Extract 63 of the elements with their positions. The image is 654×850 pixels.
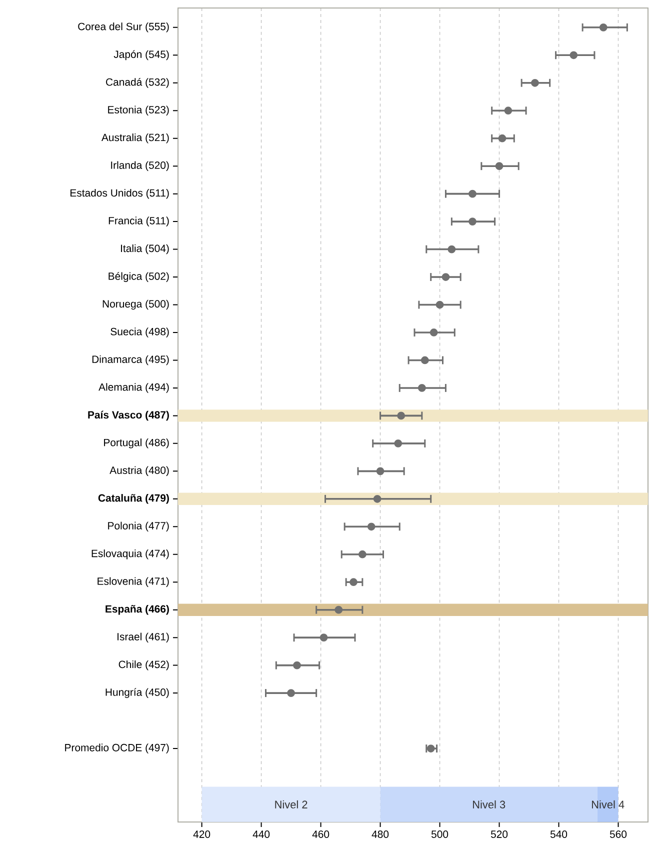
x-tick-label: 540 (550, 830, 568, 838)
point (287, 689, 295, 697)
y-tick-label: Irlanda (520) (111, 161, 169, 171)
point (397, 412, 406, 420)
band-label: Nivel 2 (275, 800, 308, 808)
point (373, 494, 382, 503)
y-tick-label: País Vasco (487) (88, 410, 169, 421)
band-label: Nivel 3 (473, 800, 506, 808)
point (334, 606, 343, 614)
y-tick-label: Francia (511) (108, 216, 169, 226)
point (599, 23, 608, 32)
y-tick-label: Chile (452) (118, 660, 169, 670)
point (448, 245, 456, 254)
y-tick-label: Estados Unidos (511) (70, 188, 169, 199)
y-tick-label: Alemania (494) (98, 383, 169, 393)
point (320, 634, 328, 642)
y-tick-label: Israel (461) (118, 632, 169, 642)
y-tick-label: Hungría (450) (106, 688, 169, 698)
y-tick-label: Corea del Sur (555) (78, 22, 169, 32)
y-tick-label: Australia (521) (101, 133, 169, 144)
y-tick-label: Dinamarca (495) (92, 355, 169, 366)
point (504, 106, 512, 115)
y-tick-label: Japón (545) (114, 50, 169, 60)
y-tick-label: Cataluña (479) (98, 494, 169, 504)
band-label: Nivel 4 (592, 800, 624, 808)
point (350, 578, 358, 586)
y-tick-label: Suecia (498) (110, 328, 169, 338)
y-tick-label: Noruega (500) (102, 300, 169, 310)
point (442, 273, 450, 281)
y-tick-label: Polonia (477) (108, 522, 169, 532)
point (367, 522, 376, 531)
y-tick-label: Portugal (486) (104, 438, 169, 448)
y-tick-label: Austria (480) (110, 466, 169, 476)
y-tick-label: Eslovenia (471) (98, 577, 169, 587)
point (394, 439, 402, 448)
y-tick-label: Bélgica (502) (108, 272, 169, 282)
x-tick-label: 520 (490, 830, 508, 838)
point (468, 190, 476, 198)
point (430, 328, 438, 336)
x-tick-label: 440 (252, 830, 270, 838)
point (358, 550, 366, 558)
y-tick-label: España (466) (106, 604, 169, 615)
x-tick-label: 480 (372, 830, 389, 838)
point (376, 467, 384, 476)
point (570, 51, 578, 60)
y-tick-label: Canadá (532) (106, 78, 169, 88)
x-tick-label: 420 (193, 830, 210, 838)
point (420, 356, 429, 364)
x-tick-label: 500 (431, 830, 448, 838)
point (418, 384, 426, 392)
y-tick-label: Promedio OCDE (497) (65, 744, 169, 754)
y-tick-label: Estonia (523) (108, 106, 169, 116)
point (426, 744, 435, 752)
x-tick-label: 460 (312, 830, 330, 838)
point (436, 300, 444, 309)
point (498, 134, 506, 142)
point (468, 218, 476, 226)
point (531, 78, 539, 87)
x-tick-label: 560 (610, 830, 627, 838)
point (495, 162, 504, 170)
y-tick-label: Italia (504) (121, 244, 169, 254)
point (293, 661, 301, 670)
y-tick-label: Eslovaquia (474) (92, 549, 169, 560)
